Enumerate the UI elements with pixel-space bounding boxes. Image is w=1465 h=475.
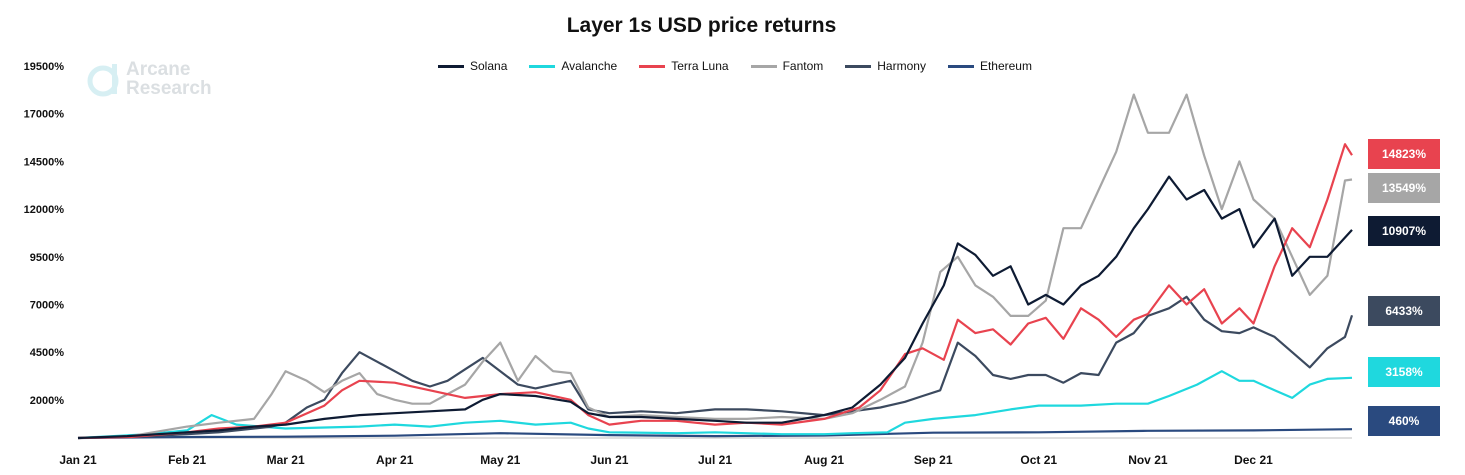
x-tick-label: Mar 21 <box>267 453 305 467</box>
y-tick-label: 9500% <box>30 252 64 264</box>
legend-label: Ethereum <box>979 59 1032 73</box>
x-tick-label: May 21 <box>480 453 520 467</box>
legend-swatch <box>529 64 556 68</box>
y-tick-label: 14500% <box>24 156 65 168</box>
legend-swatch <box>438 64 464 68</box>
legend-item-harmony: Harmony <box>845 59 926 73</box>
x-tick-label: Aug 21 <box>804 453 844 467</box>
end-badge-solana: 10907% <box>1368 216 1440 246</box>
x-tick-label: Sep 21 <box>914 453 953 467</box>
legend-label: Harmony <box>877 59 926 73</box>
legend-label: Terra Luna <box>671 59 729 73</box>
legend-swatch <box>750 64 777 68</box>
x-tick-label: Jun 21 <box>590 453 628 467</box>
end-badge-fantom: 13549% <box>1368 173 1440 203</box>
legend-swatch <box>947 64 974 68</box>
legend-item-terra-luna: Terra Luna <box>639 59 729 73</box>
y-tick-label: 17000% <box>24 109 65 121</box>
x-tick-label: Jan 21 <box>59 453 97 467</box>
y-tick-label: 19500% <box>24 61 65 73</box>
chart-title: Layer 1s USD price returns <box>566 14 837 37</box>
y-tick-label: 4500% <box>30 347 64 359</box>
legend-item-fantom: Fantom <box>750 59 824 73</box>
series-line-terra-luna <box>77 143 1353 440</box>
legend-swatch <box>639 64 666 68</box>
series-line-harmony <box>77 295 1354 440</box>
series-line-fantom <box>77 93 1353 440</box>
legend-item-solana: Solana <box>438 59 507 73</box>
legend-label: Avalanche <box>561 59 618 73</box>
series-line-avalanche <box>77 370 1353 440</box>
x-tick-label: Dec 21 <box>1234 453 1273 467</box>
legend-label: Fantom <box>782 59 824 73</box>
end-badge-harmony: 6433% <box>1368 296 1440 326</box>
x-tick-label: Jul 21 <box>698 453 732 467</box>
y-tick-label: 7000% <box>30 299 64 311</box>
legend: Solana Avalanche Terra Luna Fantom Harmony Et… <box>0 59 1465 73</box>
end-badge-avalanche: 3158% <box>1368 357 1440 387</box>
watermark-logo: Arcane Research <box>86 60 212 98</box>
y-tick-label: 12000% <box>24 204 65 216</box>
arcane-logo-icon <box>87 64 119 97</box>
end-badge-terra-luna: 14823% <box>1368 139 1440 169</box>
legend-swatch <box>845 64 872 68</box>
series-line-ethereum <box>77 428 1353 440</box>
end-badge-ethereum: 460% <box>1368 406 1440 436</box>
watermark-line-1: Arcane <box>126 59 191 80</box>
legend-item-ethereum: Ethereum <box>947 59 1032 73</box>
x-tick-label: Feb 21 <box>168 453 206 467</box>
legend-item-avalanche: Avalanche <box>529 59 617 73</box>
x-tick-label: Apr 21 <box>376 453 414 467</box>
series-line-solana <box>77 175 1353 440</box>
y-tick-label: 2000% <box>30 395 64 407</box>
x-tick-label: Oct 21 <box>1020 453 1057 467</box>
x-tick-label: Nov 21 <box>1128 453 1168 467</box>
legend-label: Solana <box>470 59 508 73</box>
watermark-line-2: Research <box>126 78 212 99</box>
